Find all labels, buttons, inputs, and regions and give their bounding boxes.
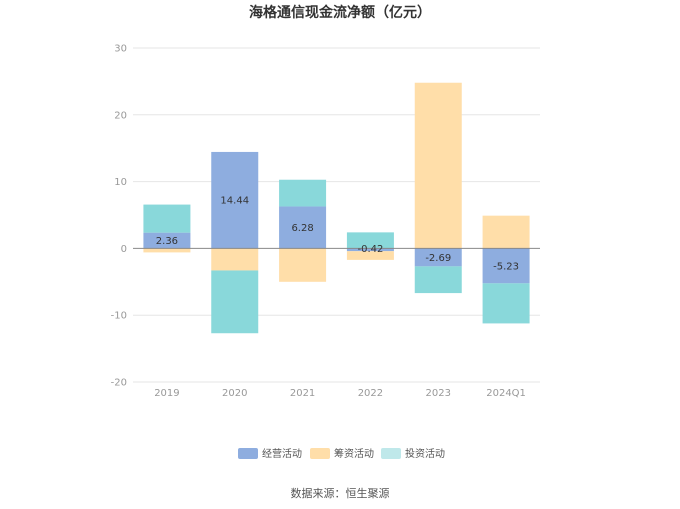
chart-title: 海格通信现金流净额（亿元）	[249, 4, 431, 21]
legend-label[interactable]: 投资活动	[405, 447, 445, 460]
data-label: 6.28	[291, 223, 313, 234]
bar-segment	[482, 248, 530, 284]
x-tick-label: 2023	[426, 388, 451, 399]
bar-segment	[143, 204, 191, 233]
bar-segment	[279, 248, 327, 282]
data-label: -2.69	[425, 253, 451, 264]
bar-segment	[143, 248, 191, 253]
label-layer: 2.36 14.44 6.28 -0.42 -2.69 -5.23	[156, 196, 519, 273]
bar-segment	[279, 206, 327, 249]
x-tick-label: 2019	[154, 388, 179, 399]
bar-segment	[482, 215, 530, 249]
y-tick-label: -20	[111, 378, 127, 389]
y-tick-label: 10	[114, 177, 127, 188]
bar-segment	[482, 283, 530, 324]
bar-segment	[414, 248, 462, 267]
grid-layer	[133, 47, 540, 383]
source-note: 数据来源：恒生聚源	[291, 486, 390, 500]
legend-swatch[interactable]	[310, 448, 330, 459]
axis-layer: 30 20 10 0 -10 -20 2019 2020 2021 2022 2023 2024Q1	[111, 44, 540, 399]
bar-segment	[414, 82, 462, 249]
data-label: 14.44	[220, 196, 249, 207]
legend-label[interactable]: 经营活动	[262, 447, 302, 460]
x-tick-label: 2022	[358, 388, 383, 399]
legend-swatch[interactable]	[381, 448, 401, 459]
data-label: -5.23	[493, 261, 519, 272]
y-tick-label: 20	[114, 110, 127, 121]
bar-segment	[346, 251, 394, 260]
legend-label[interactable]: 筹资活动	[334, 447, 374, 460]
y-tick-label: 30	[114, 44, 127, 55]
x-tick-label: 2020	[222, 388, 247, 399]
bar-segment	[211, 151, 259, 249]
bar-segment	[346, 248, 394, 252]
bar-segment	[143, 232, 191, 249]
x-tick-label: 2024Q1	[486, 388, 526, 399]
data-label: 2.36	[156, 236, 178, 247]
legend: 经营活动 筹资活动 投资活动	[238, 447, 445, 460]
bar-segment	[211, 248, 259, 271]
bar-segment	[279, 179, 327, 207]
legend-swatch[interactable]	[238, 448, 258, 459]
bar-segment	[346, 232, 394, 249]
y-tick-label: 0	[121, 244, 127, 255]
x-tick-label: 2021	[290, 388, 315, 399]
data-label: -0.42	[357, 244, 383, 255]
y-tick-label: -10	[111, 311, 127, 322]
bar-layer	[143, 82, 530, 334]
bar-segment	[414, 266, 462, 294]
bar-segment	[211, 270, 259, 334]
